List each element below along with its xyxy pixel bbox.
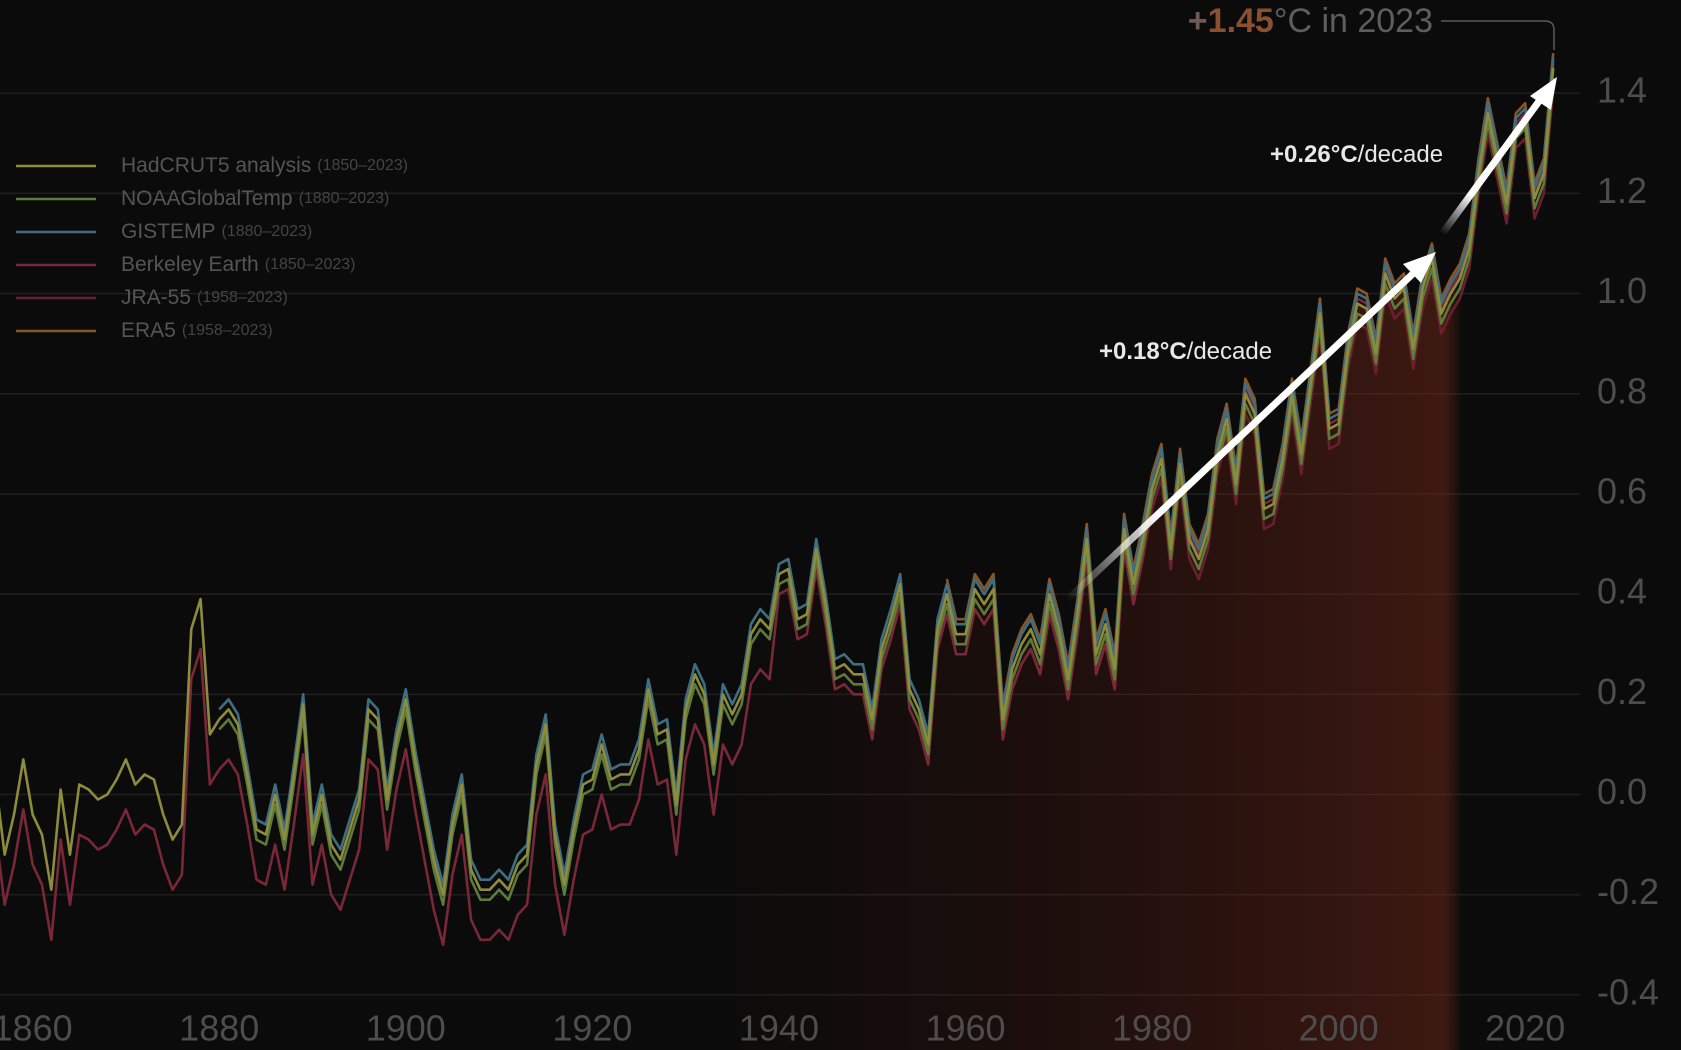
y-tick-label: 1.2 bbox=[1597, 170, 1647, 211]
x-tick-label: 1940 bbox=[739, 1008, 819, 1049]
lines-layer bbox=[0, 52, 1555, 947]
legend: HadCRUT5 analysis (1850–2023) NOAAGlobalTe… bbox=[16, 154, 408, 342]
ticks-layer: -0.4 -0.2 0.0 0.2 0.4 0.6 0.8 1.0 1.2 1.4 1860 1880… bbox=[0, 70, 1659, 1049]
peak-value: 1.45 bbox=[1208, 2, 1274, 40]
x-tick-label: 2020 bbox=[1485, 1008, 1565, 1049]
peak-leader bbox=[1441, 20, 1555, 50]
x-tick-label: 1960 bbox=[925, 1008, 1005, 1049]
x-tick-label: 1980 bbox=[1112, 1008, 1192, 1049]
legend-period: (1850–2023) bbox=[265, 256, 356, 273]
peak-suffix: °C in 2023 bbox=[1274, 2, 1433, 40]
legend-entry: NOAAGlobalTemp (1880–2023) bbox=[121, 187, 389, 210]
trend-value: +0.18°C bbox=[1099, 338, 1187, 365]
legend-entry: JRA-55 (1958–2023) bbox=[121, 286, 288, 309]
trend-arrows bbox=[1063, 77, 1557, 604]
legend-period: (1958–2023) bbox=[197, 289, 288, 306]
series-line bbox=[0, 68, 1555, 896]
peak-label: +1.45°C in 2023 bbox=[1188, 2, 1433, 40]
legend-entry: GISTEMP (1880–2023) bbox=[121, 220, 312, 243]
y-tick-label: 0.6 bbox=[1597, 470, 1647, 511]
legend-period: (1880–2023) bbox=[299, 190, 390, 207]
x-tick-label: 1900 bbox=[366, 1008, 446, 1049]
trend-label: +0.18°C/decade bbox=[1099, 338, 1272, 365]
legend-entry: HadCRUT5 analysis (1850–2023) bbox=[121, 154, 408, 177]
legend-name: HadCRUT5 analysis bbox=[121, 154, 311, 177]
trend-value: +0.26°C bbox=[1270, 141, 1358, 168]
peak-prefix: + bbox=[1188, 2, 1208, 40]
series-line bbox=[218, 57, 1555, 886]
legend-period: (1850–2023) bbox=[317, 157, 408, 174]
x-tick-label: 1860 bbox=[0, 1008, 73, 1049]
legend-period: (1880–2023) bbox=[222, 223, 313, 240]
y-tick-label: -0.2 bbox=[1597, 871, 1659, 912]
y-tick-label: 0.2 bbox=[1597, 671, 1647, 712]
legend-entry: ERA5 (1958–2023) bbox=[121, 319, 273, 342]
legend-name: NOAAGlobalTemp bbox=[121, 187, 293, 210]
series-line bbox=[218, 78, 1555, 907]
y-tick-label: 1.0 bbox=[1597, 270, 1647, 311]
trend-unit: /decade bbox=[1187, 338, 1272, 365]
x-tick-label: 2000 bbox=[1299, 1008, 1379, 1049]
arrow-head bbox=[1530, 77, 1557, 110]
arrow-head bbox=[1403, 252, 1436, 283]
legend-name: JRA-55 bbox=[121, 286, 191, 309]
legend-name: Berkeley Earth bbox=[121, 253, 259, 276]
y-tick-label: 0.0 bbox=[1597, 771, 1647, 812]
y-tick-label: 1.4 bbox=[1597, 70, 1647, 111]
trend-unit: /decade bbox=[1358, 141, 1443, 168]
y-tick-label: 0.8 bbox=[1597, 370, 1647, 411]
y-tick-label: -0.4 bbox=[1597, 971, 1659, 1012]
arrow-line bbox=[1063, 263, 1424, 604]
legend-entry: Berkeley Earth (1850–2023) bbox=[121, 253, 355, 276]
legend-name: ERA5 bbox=[121, 319, 176, 342]
x-tick-label: 1920 bbox=[552, 1008, 632, 1049]
legend-name: GISTEMP bbox=[121, 220, 216, 243]
legend-period: (1958–2023) bbox=[182, 322, 273, 339]
y-tick-label: 0.4 bbox=[1597, 571, 1647, 612]
trend-label: +0.26°C/decade bbox=[1270, 141, 1443, 168]
arrow-line bbox=[1438, 89, 1549, 238]
x-tick-label: 1880 bbox=[179, 1008, 259, 1049]
